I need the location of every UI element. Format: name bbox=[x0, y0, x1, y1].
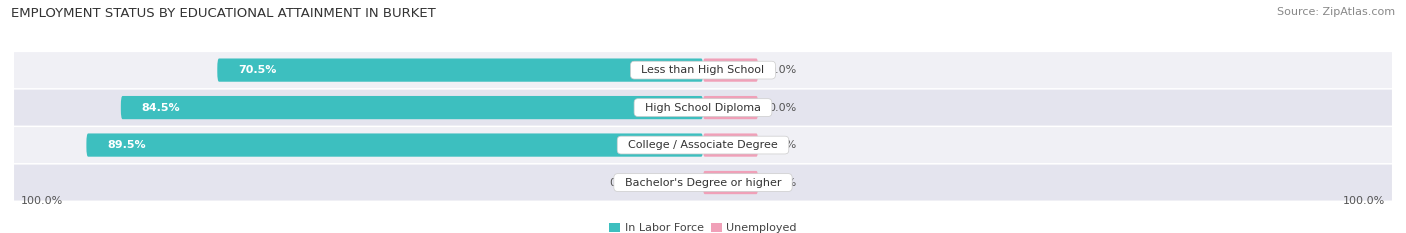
Text: 100.0%: 100.0% bbox=[21, 195, 63, 206]
Text: High School Diploma: High School Diploma bbox=[638, 103, 768, 113]
FancyBboxPatch shape bbox=[86, 134, 703, 157]
Text: 0.0%: 0.0% bbox=[769, 103, 797, 113]
Text: 0.0%: 0.0% bbox=[769, 65, 797, 75]
FancyBboxPatch shape bbox=[703, 96, 758, 119]
Text: 0.0%: 0.0% bbox=[609, 178, 637, 188]
FancyBboxPatch shape bbox=[703, 171, 758, 194]
FancyBboxPatch shape bbox=[14, 52, 1392, 88]
Text: Bachelor's Degree or higher: Bachelor's Degree or higher bbox=[617, 178, 789, 188]
FancyBboxPatch shape bbox=[218, 58, 703, 82]
Text: EMPLOYMENT STATUS BY EDUCATIONAL ATTAINMENT IN BURKET: EMPLOYMENT STATUS BY EDUCATIONAL ATTAINM… bbox=[11, 7, 436, 20]
Text: Less than High School: Less than High School bbox=[634, 65, 772, 75]
Text: Source: ZipAtlas.com: Source: ZipAtlas.com bbox=[1277, 7, 1395, 17]
FancyBboxPatch shape bbox=[14, 164, 1392, 201]
FancyBboxPatch shape bbox=[121, 96, 703, 119]
Text: 0.0%: 0.0% bbox=[769, 178, 797, 188]
FancyBboxPatch shape bbox=[703, 58, 758, 82]
Text: 89.5%: 89.5% bbox=[107, 140, 146, 150]
FancyBboxPatch shape bbox=[14, 90, 1392, 126]
FancyBboxPatch shape bbox=[703, 134, 758, 157]
Text: 70.5%: 70.5% bbox=[238, 65, 277, 75]
Legend: In Labor Force, Unemployed: In Labor Force, Unemployed bbox=[605, 218, 801, 233]
Text: 0.0%: 0.0% bbox=[769, 140, 797, 150]
Text: 100.0%: 100.0% bbox=[1343, 195, 1385, 206]
Text: College / Associate Degree: College / Associate Degree bbox=[621, 140, 785, 150]
FancyBboxPatch shape bbox=[14, 127, 1392, 163]
Text: 84.5%: 84.5% bbox=[142, 103, 180, 113]
